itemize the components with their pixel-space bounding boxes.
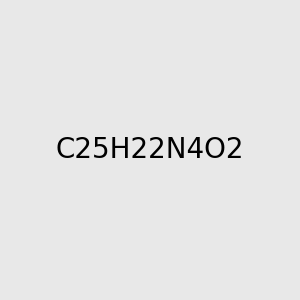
Text: C25H22N4O2: C25H22N4O2 — [56, 136, 244, 164]
